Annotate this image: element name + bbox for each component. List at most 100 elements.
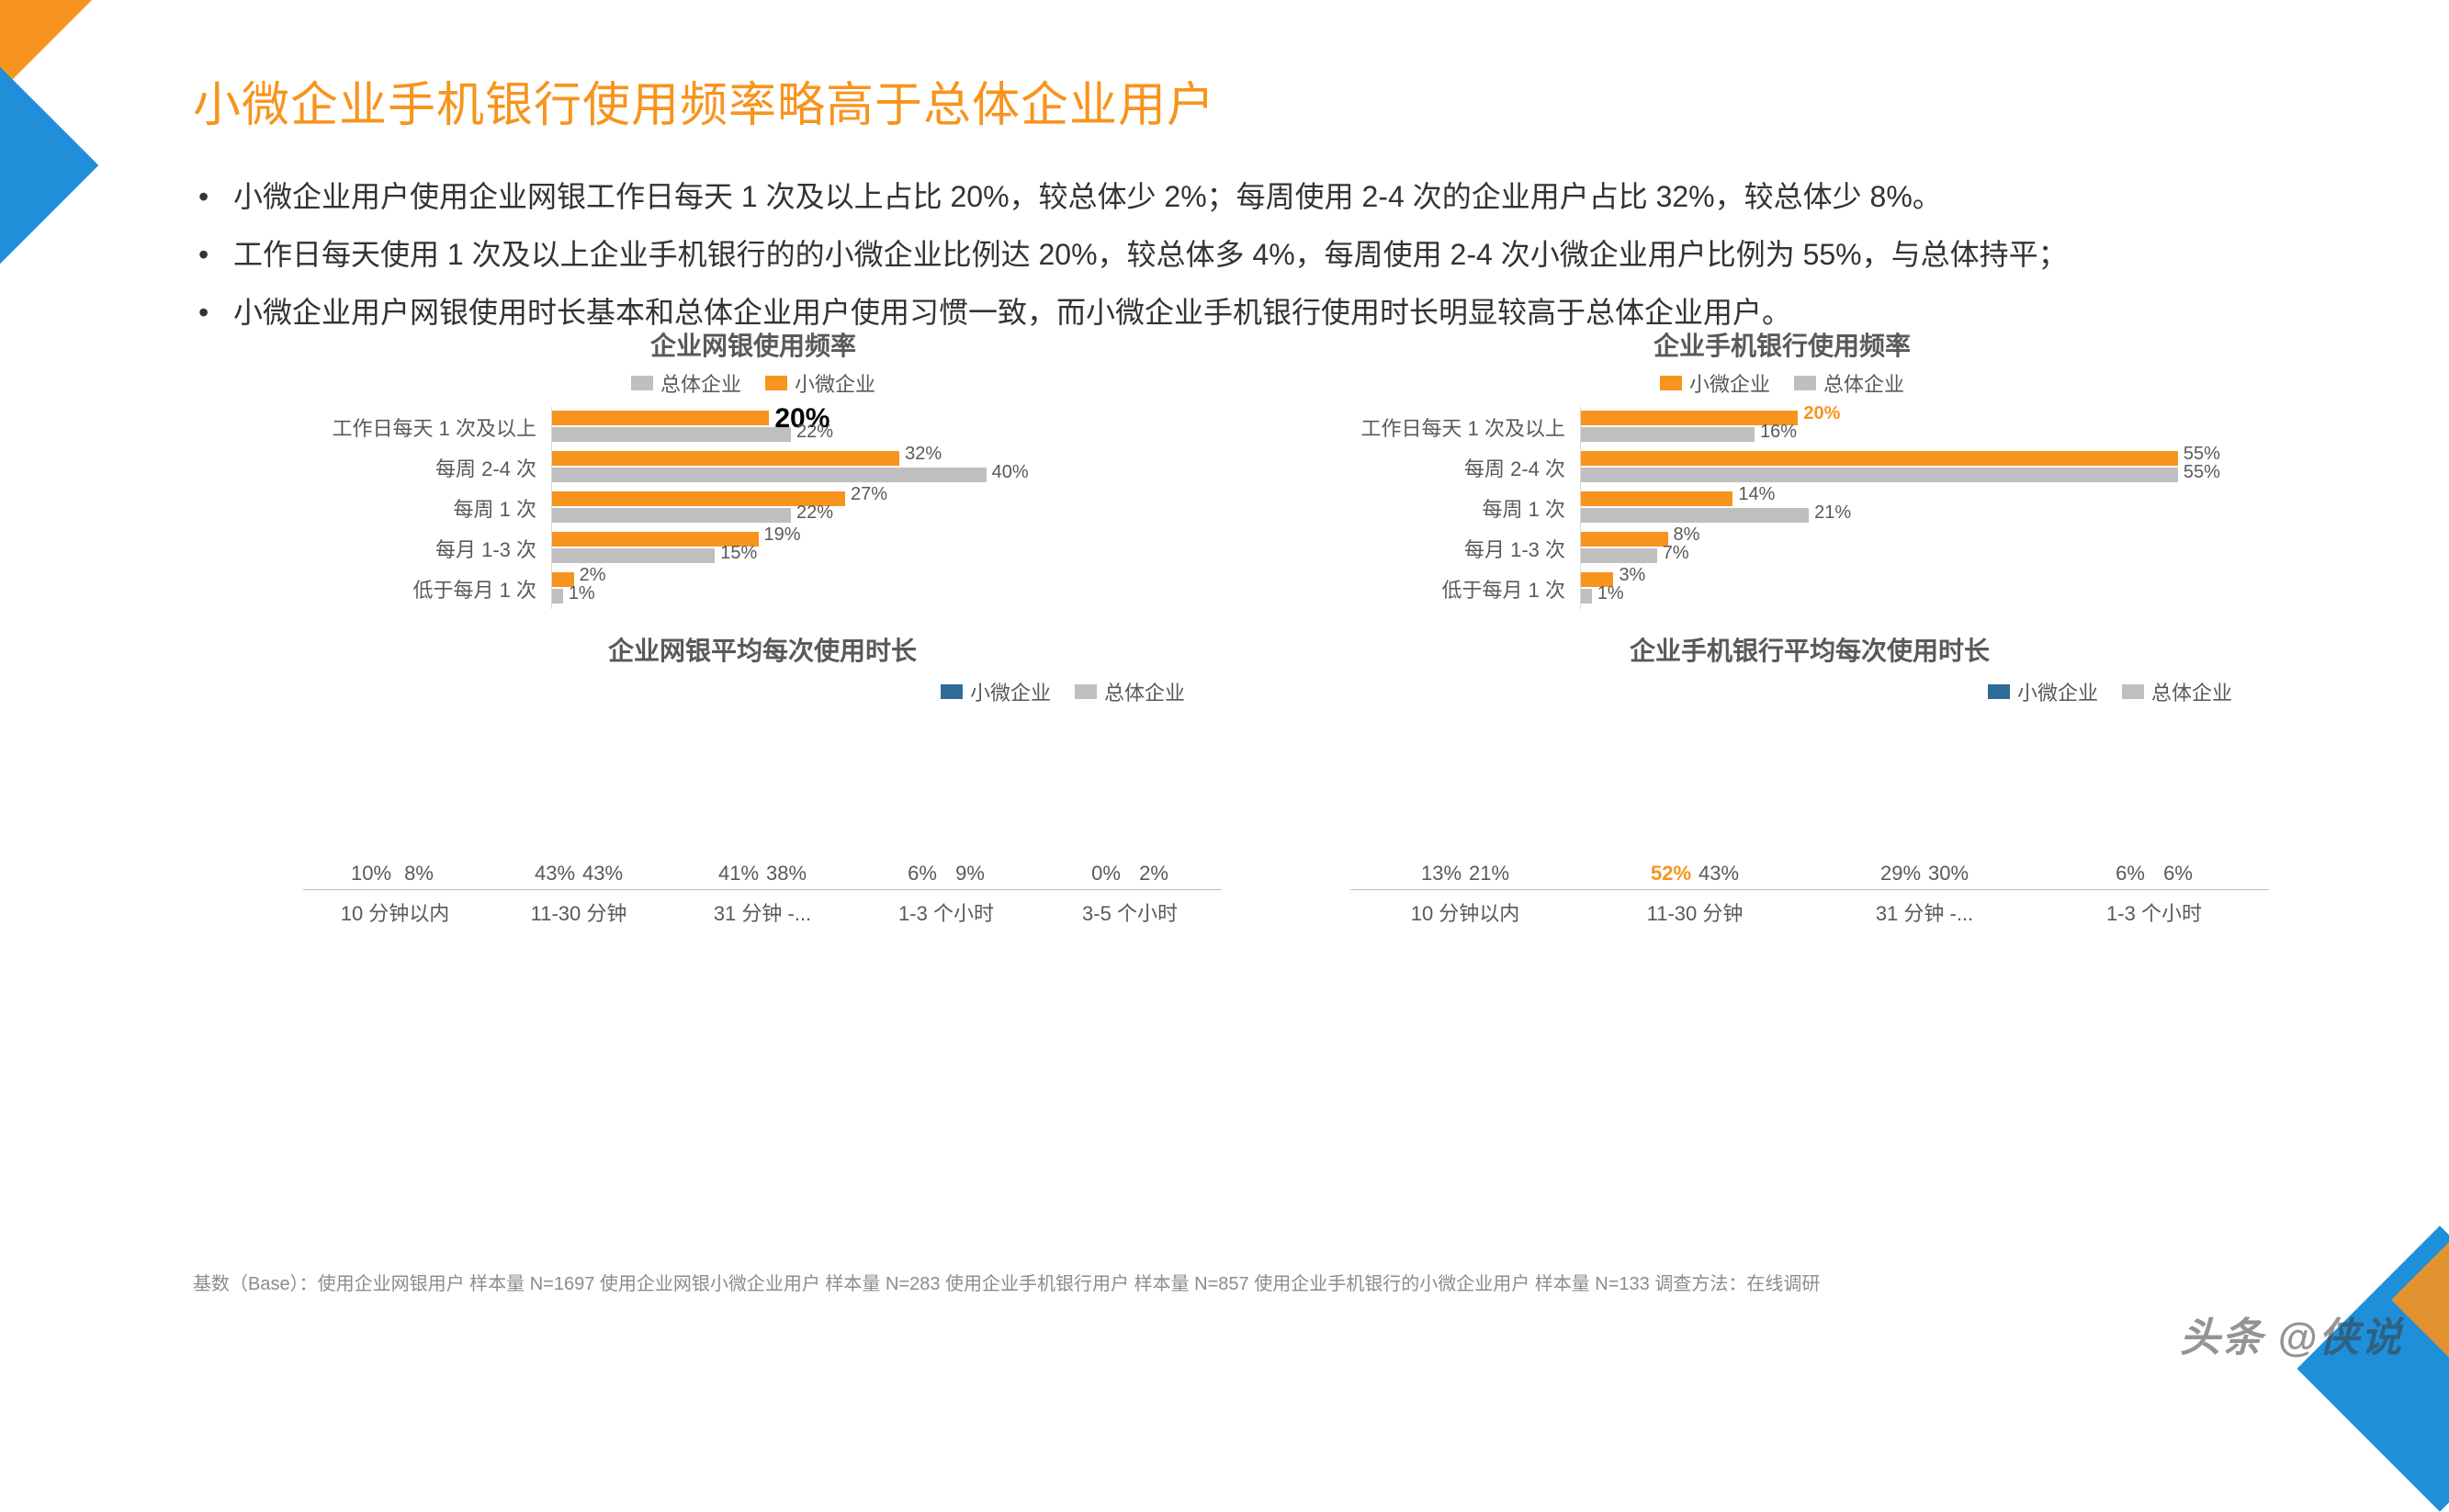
hbar-value: 27%: [851, 484, 887, 505]
hbar-category: 工作日每天 1 次及以上: [1332, 412, 1580, 442]
hbar-row: 每周 1 次14%21%: [1332, 488, 2232, 528]
vbar-value: 6%: [2163, 862, 2193, 886]
vbar-category: 3-5 个小时: [1038, 897, 1222, 927]
hbar-value: 7%: [1663, 543, 1689, 564]
hbar-category: 每周 2-4 次: [1332, 453, 1580, 482]
vbar-value: 43%: [535, 862, 575, 886]
hbar-track: 14%21%: [1580, 488, 2232, 528]
vbar-category: 10 分钟以内: [1350, 897, 1580, 927]
bullet-list: 小微企业用户使用企业网银工作日每天 1 次及以上占比 20%，较总体少 2%；每…: [193, 170, 2339, 341]
vbar-chart: 企业手机银行平均每次使用时长小微企业总体企业13%21%52%43%29%30%…: [1350, 631, 2269, 927]
hbar-category: 每月 1-3 次: [303, 534, 551, 563]
hbar-row: 每月 1-3 次 19% 15%: [303, 528, 1203, 569]
chart-legend: 总体企业小微企业: [303, 368, 1203, 398]
hbar-value: 19%: [764, 525, 801, 546]
hbar-value: 14%: [1738, 484, 1775, 505]
hbar-category: 每周 1 次: [303, 493, 551, 523]
hbar-chart: 企业网银使用频率总体企业小微企业工作日每天 1 次及以上20%22%每周 2-4…: [303, 326, 1203, 609]
vbar-axis: 10 分钟以内11-30 分钟31 分钟 -...1-3 个小时: [1350, 897, 2269, 927]
vbar-value: 41%: [718, 862, 759, 886]
chart-title: 企业手机银行平均每次使用时长: [1350, 631, 2269, 668]
legend-item: 总体企业: [631, 368, 741, 398]
hbar-value: 1%: [569, 583, 595, 604]
hbar-orange: [1581, 451, 2178, 466]
hbar-track: 3%1%: [1580, 569, 2232, 609]
watermark: 头条 @侠说: [2180, 1304, 2403, 1363]
hbar-track: 19% 15%: [551, 528, 1203, 569]
hbar-value: 20%: [1803, 403, 1840, 424]
vbar-plot: 13%21%52%43%29%30%6%6%: [1350, 716, 2269, 890]
hbar-charts-row: 企业网银使用频率总体企业小微企业工作日每天 1 次及以上20%22%每周 2-4…: [193, 326, 2339, 609]
hbar-category: 每周 2-4 次: [303, 453, 551, 482]
hbar-gray: [1581, 589, 1592, 604]
vbar-axis: 10 分钟以内11-30 分钟31 分钟 -...1-3 个小时3-5 个小时: [303, 897, 1222, 927]
hbar-track: 55%55%: [1580, 447, 2232, 488]
page-title: 小微企业手机银行使用频率略高于总体企业用户: [193, 66, 2339, 135]
hbar-gray: [1581, 468, 2178, 482]
chart-legend: 小微企业总体企业: [303, 677, 1222, 706]
hbar-value: 55%: [2184, 462, 2220, 483]
hbar-value: 22%: [796, 422, 833, 443]
legend-item: 总体企业: [2122, 677, 2232, 706]
hbar-value: 15%: [720, 543, 757, 564]
hbar-track: 20%16%: [1580, 407, 2232, 447]
vbar-value: 0%: [1091, 862, 1121, 886]
hbar-value: 32%: [905, 444, 942, 465]
bullet-item: 小微企业用户网银使用时长基本和总体企业用户使用习惯一致，而小微企业手机银行使用时…: [193, 286, 2339, 340]
hbar-gray: [552, 548, 715, 563]
hbar-value: 1%: [1597, 583, 1624, 604]
hbar-orange: [552, 411, 769, 425]
hbar-gray: [1581, 427, 1755, 442]
vbar-value: 52%: [1651, 862, 1691, 886]
legend-item: 小微企业: [1660, 368, 1770, 398]
legend-item: 小微企业: [1988, 677, 2098, 706]
vbar-category: 11-30 分钟: [487, 897, 671, 927]
hbar-row: 工作日每天 1 次及以上20%22%: [303, 407, 1203, 447]
hbar-orange: [1581, 532, 1668, 547]
hbar-row: 每周 2-4 次55%55%: [1332, 447, 2232, 488]
bullet-item: 小微企业用户使用企业网银工作日每天 1 次及以上占比 20%，较总体少 2%；每…: [193, 170, 2339, 224]
vbar-value: 43%: [1698, 862, 1739, 886]
hbar-category: 低于每月 1 次: [303, 574, 551, 604]
chart-legend: 小微企业总体企业: [1332, 368, 2232, 398]
hbar-track: 27%22%: [551, 488, 1203, 528]
hbar-value: 21%: [1814, 502, 1851, 524]
hbar-row: 工作日每天 1 次及以上20%16%: [1332, 407, 2232, 447]
slide-content: 小微企业手机银行使用频率略高于总体企业用户 小微企业用户使用企业网银工作日每天 …: [193, 66, 2339, 1341]
vbar-value: 30%: [1928, 862, 1969, 886]
vbar-chart: 企业网银平均每次使用时长小微企业总体企业10%8%43%43%41%38%6%9…: [303, 631, 1222, 927]
hbar-track: 20%22%: [551, 407, 1203, 447]
hbar-gray: [1581, 508, 1809, 523]
legend-item: 总体企业: [1075, 677, 1185, 706]
hbar-orange: [552, 451, 899, 466]
vbar-category: 31 分钟 -...: [1810, 897, 2039, 927]
vbar-value: 6%: [908, 862, 937, 886]
vbar-category: 1-3 个小时: [854, 897, 1038, 927]
hbar-track: 2%1%: [551, 569, 1203, 609]
hbar-gray: [552, 427, 791, 442]
hbar-value: 22%: [796, 502, 833, 524]
hbar-gray: [1581, 548, 1657, 563]
hbar-row: 低于每月 1 次2%1%: [303, 569, 1203, 609]
hbar-category: 工作日每天 1 次及以上: [303, 412, 551, 442]
vbar-value: 9%: [955, 862, 985, 886]
vbar-charts-row: 企业网银平均每次使用时长小微企业总体企业10%8%43%43%41%38%6%9…: [193, 631, 2339, 927]
hbar-orange: [1581, 491, 1732, 506]
vbar-value: 13%: [1421, 862, 1462, 886]
chart-legend: 小微企业总体企业: [1350, 677, 2269, 706]
hbar-gray: [552, 468, 987, 482]
hbar-row: 低于每月 1 次3%1%: [1332, 569, 2232, 609]
vbar-value: 38%: [766, 862, 807, 886]
hbar-track: 8%7%: [1580, 528, 2232, 569]
hbar-row: 每月 1-3 次8%7%: [1332, 528, 2232, 569]
hbar-value: 40%: [992, 462, 1029, 483]
hbar-category: 低于每月 1 次: [1332, 574, 1580, 604]
vbar-value: 21%: [1469, 862, 1509, 886]
legend-item: 总体企业: [1794, 368, 1904, 398]
footnote: 基数（Base）：使用企业网银用户 样本量 N=1697 使用企业网银小微企业用…: [193, 1269, 2320, 1295]
hbar-row: 每周 1 次27%22%: [303, 488, 1203, 528]
bullet-item: 工作日每天使用 1 次及以上企业手机银行的的小微企业比例达 20%，较总体多 4…: [193, 228, 2339, 282]
hbar-row: 每周 2-4 次 32% 40%: [303, 447, 1203, 488]
legend-item: 小微企业: [941, 677, 1051, 706]
vbar-value: 6%: [2116, 862, 2145, 886]
